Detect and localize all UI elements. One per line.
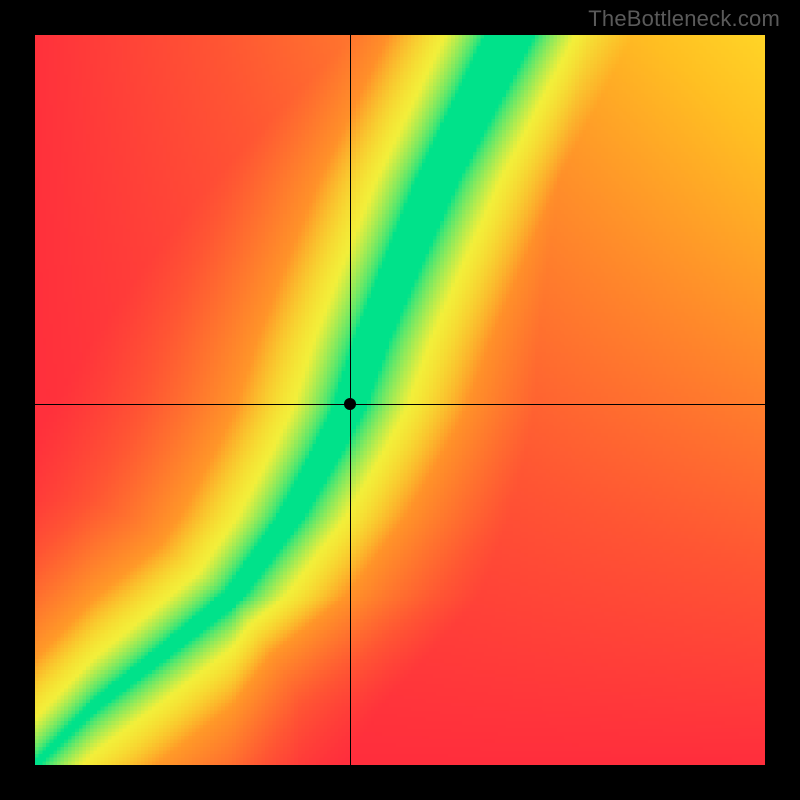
data-point-marker xyxy=(344,398,356,410)
crosshair-horizontal xyxy=(35,404,765,405)
heatmap-plot xyxy=(35,35,765,765)
watermark-text: TheBottleneck.com xyxy=(588,6,780,32)
heatmap-canvas xyxy=(35,35,765,765)
